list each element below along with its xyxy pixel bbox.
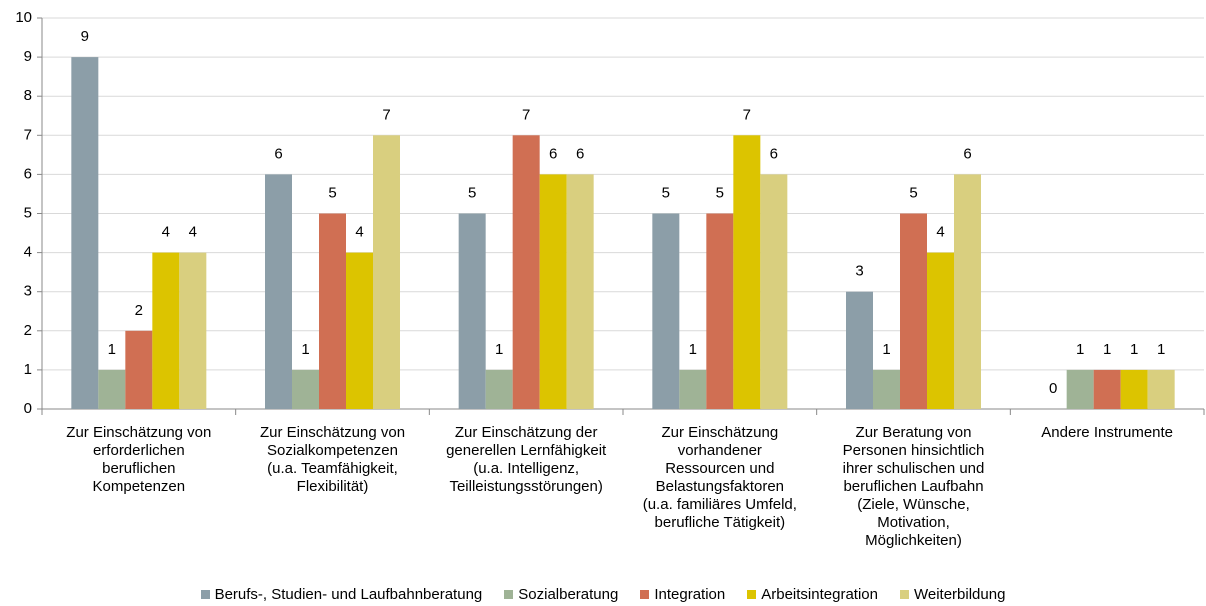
bar bbox=[539, 174, 567, 409]
y-tick-label: 6 bbox=[24, 165, 32, 182]
bar bbox=[1093, 369, 1121, 409]
bar bbox=[846, 291, 873, 409]
legend-swatch bbox=[504, 590, 514, 599]
data-label: 1 bbox=[882, 341, 890, 358]
y-tick-label: 0 bbox=[24, 400, 32, 417]
bar bbox=[179, 252, 207, 409]
data-label: 4 bbox=[936, 224, 944, 241]
data-label: 9 bbox=[81, 28, 89, 45]
bar bbox=[706, 213, 734, 409]
data-label: 4 bbox=[162, 224, 170, 241]
x-tick-label: Andere Instrumente bbox=[1041, 424, 1174, 441]
data-label: 6 bbox=[549, 145, 557, 162]
bar bbox=[927, 252, 954, 409]
x-tick-label: Zur Einschätzung vorhandener Ressourcen … bbox=[642, 424, 797, 531]
bar bbox=[292, 369, 319, 409]
data-label: 4 bbox=[355, 224, 363, 241]
bar bbox=[1120, 369, 1148, 409]
bar bbox=[485, 369, 513, 409]
y-tick-label: 5 bbox=[24, 204, 32, 221]
bar bbox=[760, 174, 788, 409]
x-tick-label: Zur Einschätzung von erforderlichen beru… bbox=[66, 424, 212, 495]
legend-swatch bbox=[640, 590, 650, 599]
bar bbox=[71, 57, 99, 409]
data-label: 6 bbox=[576, 145, 584, 162]
bar bbox=[319, 213, 346, 409]
data-label: 2 bbox=[135, 302, 143, 319]
bar bbox=[512, 135, 540, 410]
legend-item: Berufs-, Studien- und Laufbahnberatung bbox=[200, 586, 483, 603]
y-tick-label: 8 bbox=[24, 87, 32, 104]
data-label: 1 bbox=[495, 341, 503, 358]
data-label: 1 bbox=[1130, 341, 1138, 358]
data-label: 5 bbox=[328, 184, 336, 201]
x-tick-label: Zur Beratung von Personen hinsichtlich i… bbox=[842, 424, 985, 549]
bar bbox=[733, 135, 761, 410]
bar bbox=[900, 213, 927, 409]
y-tick-label: 9 bbox=[24, 48, 32, 65]
y-tick-label: 4 bbox=[24, 244, 32, 261]
data-label: 1 bbox=[108, 341, 116, 358]
legend-item: Weiterbildung bbox=[899, 586, 1006, 603]
bar bbox=[373, 135, 400, 410]
legend-item: Integration bbox=[640, 586, 725, 603]
bar bbox=[125, 330, 153, 409]
bar bbox=[954, 174, 981, 409]
bar bbox=[1147, 369, 1175, 409]
bar bbox=[265, 174, 292, 409]
legend-swatch bbox=[747, 590, 757, 599]
data-label: 5 bbox=[662, 184, 670, 201]
data-label: 7 bbox=[743, 106, 751, 123]
bar bbox=[98, 369, 126, 409]
y-tick-label: 7 bbox=[24, 126, 32, 143]
data-label: 7 bbox=[522, 106, 530, 123]
bar bbox=[566, 174, 594, 409]
data-label: 6 bbox=[963, 145, 971, 162]
y-tick-label: 3 bbox=[24, 283, 32, 300]
legend-label: Weiterbildung bbox=[913, 586, 1006, 603]
legend-label: Integration bbox=[654, 586, 726, 603]
bar bbox=[1066, 369, 1094, 409]
data-label: 4 bbox=[189, 224, 197, 241]
bar bbox=[346, 252, 373, 409]
legend-label: Berufs-, Studien- und Laufbahnberatung bbox=[214, 586, 483, 603]
data-label: 6 bbox=[770, 145, 778, 162]
data-label: 6 bbox=[274, 145, 282, 162]
data-label: 0 bbox=[1049, 380, 1057, 397]
bar bbox=[873, 369, 900, 409]
legend-item: Arbeitsintegration bbox=[747, 586, 878, 603]
data-label: 5 bbox=[909, 184, 917, 201]
data-label: 1 bbox=[689, 341, 697, 358]
bar bbox=[679, 369, 707, 409]
legend-swatch bbox=[200, 590, 210, 599]
y-tick-label: 2 bbox=[24, 322, 32, 339]
legend-label: Arbeitsintegration bbox=[761, 586, 878, 603]
bar bbox=[458, 213, 486, 409]
data-label: 1 bbox=[301, 341, 309, 358]
bar bbox=[152, 252, 180, 409]
data-label: 3 bbox=[855, 263, 863, 280]
legend: Berufs-, Studien- und Laufbahnberatung So… bbox=[0, 586, 1206, 603]
data-label: 7 bbox=[382, 106, 390, 123]
bar bbox=[652, 213, 680, 409]
y-tick-label: 1 bbox=[24, 361, 32, 378]
y-tick-label: 10 bbox=[15, 9, 32, 26]
data-label: 5 bbox=[716, 184, 724, 201]
legend-label: Sozialberatung bbox=[518, 586, 619, 603]
x-tick-label: Zur Einschätzung der generellen Lernfähi… bbox=[446, 424, 607, 495]
data-label: 1 bbox=[1076, 341, 1084, 358]
data-label: 1 bbox=[1157, 341, 1165, 358]
legend-swatch bbox=[899, 590, 909, 599]
data-label: 1 bbox=[1103, 341, 1111, 358]
x-tick-label: Zur Einschätzung von Sozialkompetenzen (… bbox=[259, 424, 406, 495]
data-label: 5 bbox=[468, 184, 476, 201]
legend-item: Sozialberatung bbox=[504, 586, 618, 603]
